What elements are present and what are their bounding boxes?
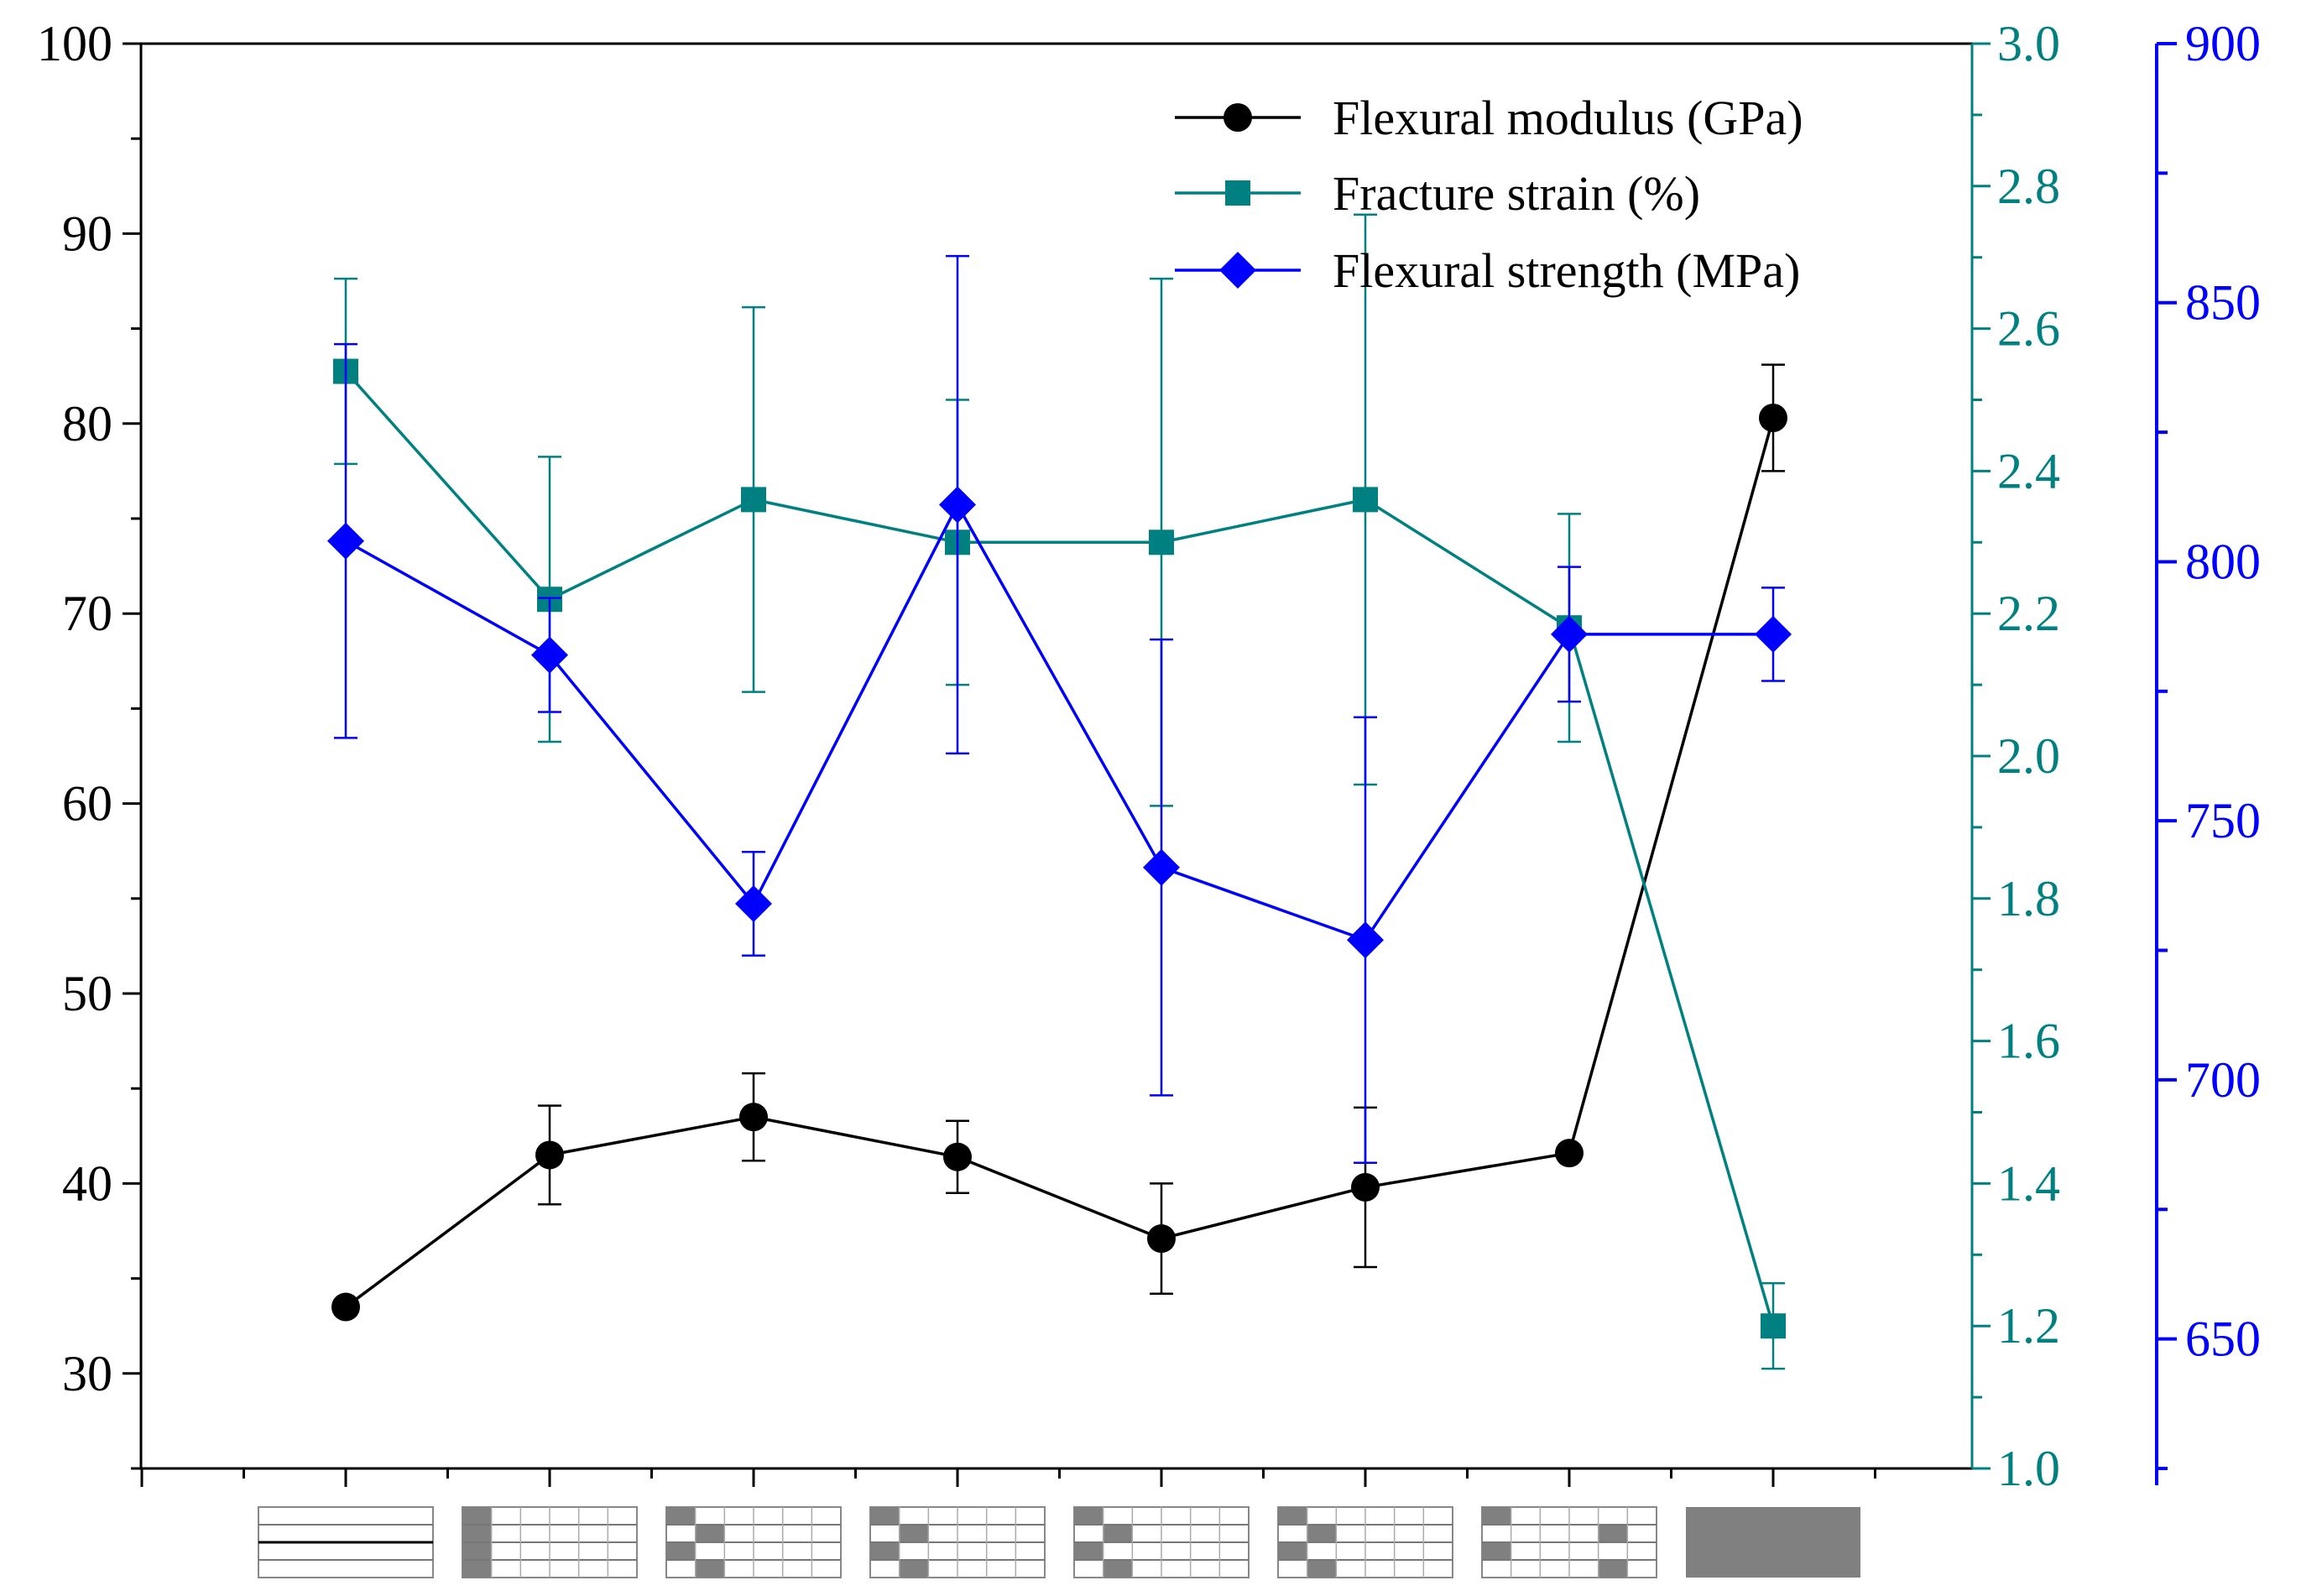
strain-tick-label: 2.0 — [1997, 728, 2060, 784]
category-pattern-7 — [1481, 1506, 1657, 1578]
left-tick-label: 80 — [62, 396, 112, 451]
legend-entry-modulus: Flexural modulus (GPa) — [1175, 91, 1803, 145]
legend-label-strain: Fracture strain (%) — [1333, 166, 1700, 221]
point-strength — [1755, 615, 1792, 653]
axes-layer: 30 40 50 60 70 80 90 100 1.0 1.2 1.4 1.6 1.8 2.0 2.2 2.… — [37, 16, 2261, 1496]
category-pattern-8 — [1686, 1507, 1860, 1578]
category-pattern-2 — [462, 1506, 638, 1578]
point-modulus — [1351, 1172, 1380, 1202]
left-tick-label: 70 — [62, 586, 112, 641]
strain-tick-label: 1.2 — [1997, 1298, 2060, 1353]
point-modulus — [535, 1140, 564, 1170]
pattern-dark-cell — [870, 1507, 900, 1525]
legend-marker-modulus — [1224, 103, 1252, 132]
point-modulus — [331, 1292, 360, 1322]
pattern-dark-cell — [1074, 1542, 1104, 1560]
category-pattern-4 — [869, 1506, 1046, 1578]
pattern-dark-cell — [462, 1525, 492, 1542]
strain-tick-label: 1.6 — [1997, 1014, 2060, 1069]
legend-label-strength: Flexural strength (MPa) — [1333, 243, 1800, 298]
strength-tick-label: 900 — [2185, 16, 2261, 71]
strain-tick-label: 2.6 — [1997, 301, 2060, 357]
strength-tick-label: 800 — [2185, 534, 2261, 589]
strain-tick-label: 1.8 — [1997, 871, 2060, 926]
pattern-dark-cell — [1278, 1507, 1307, 1525]
strain-tick-label: 1.4 — [1997, 1155, 2060, 1211]
series-layer — [327, 213, 1792, 1370]
strength-tick-label: 750 — [2185, 793, 2261, 848]
left-tick-label: 40 — [62, 1155, 112, 1211]
pattern-dark-cell — [1103, 1525, 1133, 1542]
pattern-dark-cell — [1103, 1560, 1133, 1578]
point-strength — [1143, 848, 1180, 886]
left-tick-label: 30 — [62, 1346, 112, 1401]
legend-label-modulus: Flexural modulus (GPa) — [1333, 91, 1803, 145]
category-pattern-5 — [1073, 1506, 1250, 1578]
pattern-dark-cell — [1598, 1525, 1628, 1542]
point-modulus — [739, 1103, 768, 1132]
left-tick-label: 90 — [62, 206, 112, 261]
series-line-strength — [345, 501, 1773, 942]
strain-tick-label: 2.8 — [1997, 159, 2060, 214]
category-pattern-1 — [258, 1506, 434, 1578]
strength-tick-label: 650 — [2185, 1312, 2261, 1367]
category-pattern-6 — [1277, 1506, 1453, 1578]
pattern-dark-cell — [695, 1560, 725, 1578]
legend-entry-strength: Flexural strength (MPa) — [1175, 243, 1800, 298]
pattern-dark-cell — [1278, 1542, 1307, 1560]
category-pattern-3 — [665, 1506, 842, 1578]
legend: Flexural modulus (GPa) Fracture strain (… — [1175, 91, 1803, 298]
pattern-dark-cell — [1598, 1560, 1628, 1578]
left-tick-label: 60 — [62, 776, 112, 832]
pattern-dark-cell — [1482, 1507, 1511, 1525]
strain-tick-label: 3.0 — [1997, 16, 2060, 71]
strain-tick-label: 2.2 — [1997, 586, 2060, 641]
pattern-dark-cell — [462, 1542, 492, 1560]
left-tick-label: 100 — [37, 16, 112, 71]
legend-entry-strain: Fracture strain (%) — [1175, 166, 1700, 221]
legend-marker-strength — [1219, 252, 1256, 289]
pattern-solid-block — [1686, 1507, 1860, 1578]
legend-marker-strain — [1225, 180, 1250, 206]
series-strain — [333, 213, 1786, 1370]
category-pattern-icons — [258, 1506, 1860, 1578]
pattern-dark-cell — [1074, 1507, 1104, 1525]
point-strain — [1353, 487, 1378, 513]
pattern-dark-cell — [666, 1507, 696, 1525]
pattern-dark-cell — [462, 1507, 492, 1525]
strength-tick-label: 700 — [2185, 1052, 2261, 1108]
point-strength — [735, 884, 772, 922]
strain-tick-label: 1.0 — [1997, 1441, 2060, 1496]
point-strain — [1761, 1313, 1786, 1339]
strain-tick-label: 2.4 — [1997, 443, 2060, 498]
pattern-dark-cell — [695, 1525, 725, 1542]
pattern-dark-cell — [1307, 1560, 1337, 1578]
point-modulus — [943, 1142, 972, 1171]
point-strength — [327, 522, 364, 560]
point-strength — [1551, 615, 1588, 653]
strength-tick-label: 850 — [2185, 275, 2261, 331]
point-strain — [741, 487, 766, 513]
point-strength — [531, 636, 568, 674]
point-strain — [1149, 529, 1174, 555]
pattern-dark-cell — [1307, 1525, 1337, 1542]
point-modulus — [1147, 1224, 1176, 1254]
pattern-dark-cell — [870, 1542, 900, 1560]
left-tick-label: 50 — [62, 966, 112, 1021]
series-line-strain — [344, 370, 1775, 1327]
series-strength — [327, 254, 1792, 1164]
point-modulus — [1555, 1139, 1584, 1168]
pattern-dark-cell — [899, 1525, 929, 1542]
series-line-modulus — [344, 417, 1775, 1308]
point-strength — [1347, 921, 1384, 959]
point-strength — [939, 486, 976, 524]
pattern-dark-cell — [462, 1560, 492, 1578]
pattern-dark-cell — [1482, 1542, 1511, 1560]
series-modulus — [331, 363, 1787, 1322]
pattern-dark-cell — [899, 1560, 929, 1578]
point-modulus — [1759, 404, 1787, 433]
pattern-dark-cell — [666, 1542, 696, 1560]
